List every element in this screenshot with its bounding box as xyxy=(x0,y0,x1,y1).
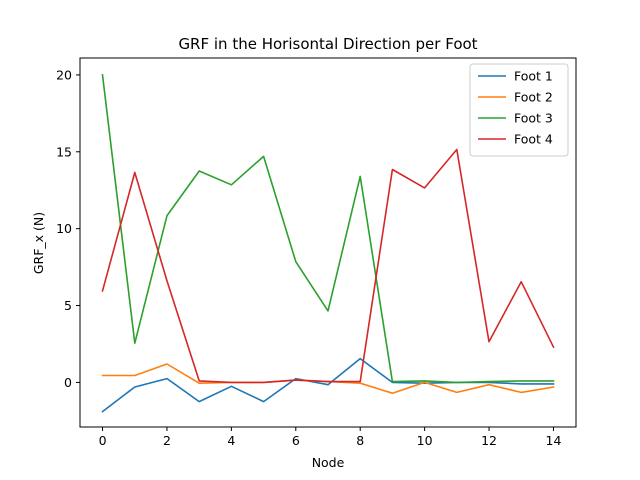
plot-frame xyxy=(79,57,577,428)
y-tick-label: 10 xyxy=(56,221,72,236)
chart-title: GRF in the Horisontal Direction per Foot xyxy=(178,35,477,53)
y-tick-label: 20 xyxy=(56,67,72,82)
x-axis-label: Node xyxy=(312,455,345,470)
x-tick-label: 4 xyxy=(227,433,235,448)
series-lines xyxy=(101,74,555,413)
series-line-foot-3 xyxy=(101,74,555,384)
y-tick-label: 15 xyxy=(56,144,72,159)
y-axis-label: GRF_x (N) xyxy=(31,212,46,274)
x-axis: 0 2 4 6 8 10 12 14 xyxy=(99,427,562,448)
x-tick-label: 12 xyxy=(481,433,497,448)
x-tick-label: 14 xyxy=(546,433,562,448)
legend-box xyxy=(469,63,569,157)
x-tick-label: 6 xyxy=(292,433,300,448)
legend: Foot 1 Foot 2 Foot 3 Foot 4 xyxy=(469,63,569,157)
legend-label-foot-2: Foot 2 xyxy=(514,90,553,105)
y-tick-label: 0 xyxy=(64,375,72,390)
series-line-foot-4 xyxy=(101,148,555,384)
y-tick-label: 5 xyxy=(64,298,72,313)
x-tick-label: 2 xyxy=(163,433,171,448)
y-axis: 0 5 10 15 20 xyxy=(56,67,80,390)
legend-label-foot-3: Foot 3 xyxy=(514,111,553,126)
legend-label-foot-1: Foot 1 xyxy=(514,69,553,84)
x-tick-label: 0 xyxy=(99,433,107,448)
legend-label-foot-4: Foot 4 xyxy=(514,132,553,147)
x-tick-label: 8 xyxy=(356,433,364,448)
x-tick-label: 10 xyxy=(417,433,433,448)
